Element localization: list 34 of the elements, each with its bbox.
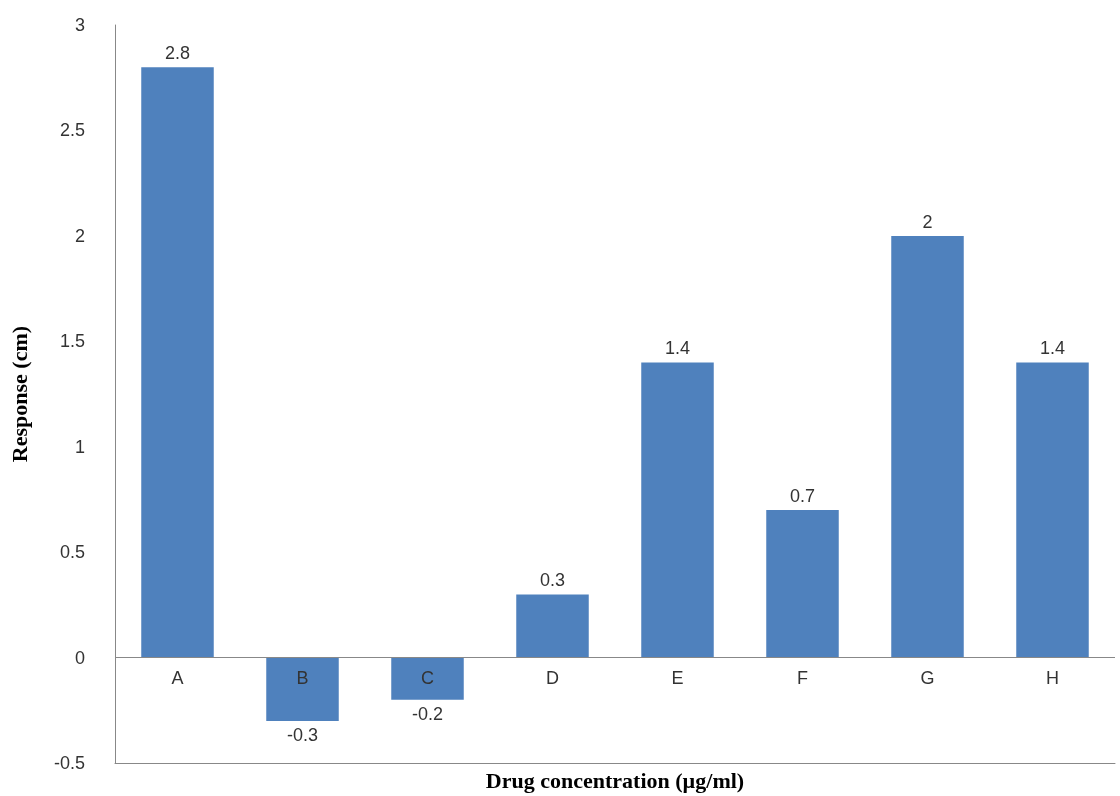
data-label: 2.8: [164, 43, 191, 64]
y-tick-label: 1: [74, 436, 85, 457]
data-label: 1.4: [1039, 338, 1066, 359]
y-tick-label: 2: [74, 225, 85, 246]
x-tick-label: G: [920, 668, 935, 689]
data-label: 0.7: [789, 486, 816, 507]
bar: [1016, 362, 1089, 658]
data-label: 1.4: [664, 338, 691, 359]
x-axis-title: Drug concentration (µg/ml): [485, 767, 745, 793]
data-label: 2: [922, 211, 933, 232]
y-axis-title: Response (cm): [6, 325, 32, 463]
data-label: 0.3: [539, 570, 566, 591]
bar: [391, 657, 464, 700]
bar: [141, 67, 214, 658]
y-tick-label: 0: [74, 647, 85, 668]
y-tick-label: 1.5: [59, 331, 85, 352]
bar: [516, 594, 589, 658]
y-tick-label: 0.5: [59, 542, 85, 563]
data-label: -0.3: [286, 724, 319, 745]
x-tick-label: E: [671, 668, 684, 689]
x-tick-label: A: [171, 668, 184, 689]
x-tick-label: H: [1046, 668, 1059, 689]
bar: [891, 235, 964, 658]
y-tick-label: -0.5: [53, 753, 85, 774]
x-tick-label: D: [546, 668, 559, 689]
bar: [766, 510, 839, 658]
x-tick-label: B: [296, 668, 309, 689]
data-label: -0.2: [411, 703, 444, 724]
x-tick-label: F: [797, 668, 808, 689]
bar: [266, 657, 339, 721]
x-tick-label: C: [421, 668, 434, 689]
y-tick-label: 3: [74, 15, 85, 35]
bar: [641, 362, 714, 658]
y-tick-label: 2.5: [59, 120, 85, 141]
